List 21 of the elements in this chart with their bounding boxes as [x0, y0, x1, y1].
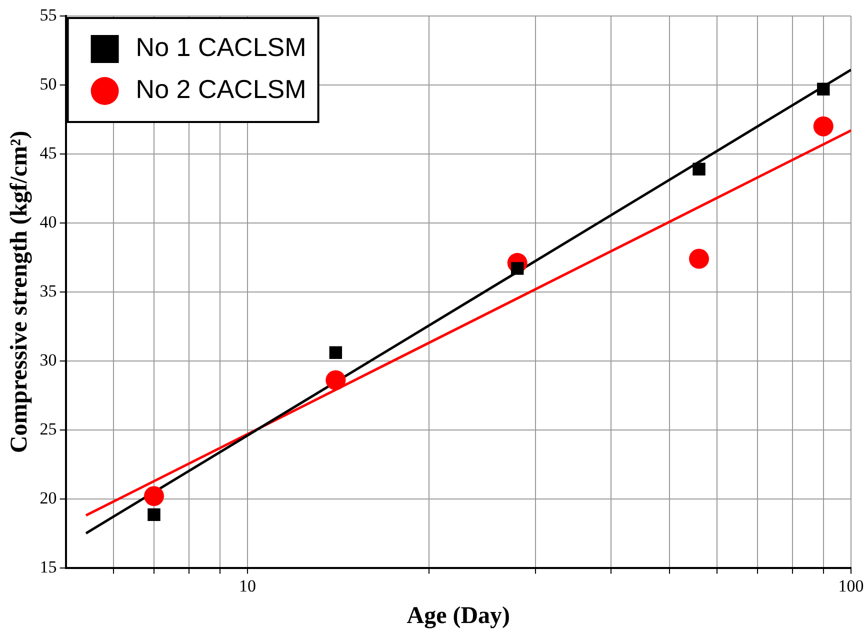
point: [144, 486, 164, 506]
x-tick-label: 10: [238, 576, 256, 596]
y-tick-label: 15: [40, 557, 57, 576]
legend-label: No 2 CACLSM: [136, 74, 306, 104]
legend-label: No 1 CACLSM: [136, 32, 306, 62]
x-tick-label: 100: [838, 576, 864, 596]
point: [689, 248, 710, 269]
y-tick-label: 25: [40, 419, 57, 438]
x-axis-title: Age (Day): [406, 602, 510, 629]
point: [692, 162, 706, 176]
y-tick-label: 50: [40, 74, 57, 94]
y-tick-label: 45: [40, 143, 57, 162]
y-tick-label: 40: [40, 212, 57, 232]
point: [329, 346, 342, 359]
y-tick-label: 30: [40, 350, 57, 370]
y-tick-label: 55: [40, 5, 57, 24]
y-axis-title: Compressive strength (kgf/cm²): [6, 130, 33, 454]
point: [326, 370, 346, 390]
y-tick-label: 35: [40, 281, 57, 300]
point: [148, 508, 160, 522]
y-tick-label: 20: [40, 488, 57, 508]
